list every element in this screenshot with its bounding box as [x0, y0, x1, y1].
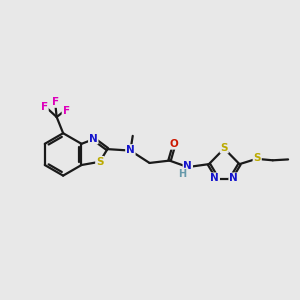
Text: H: H: [178, 169, 187, 178]
Text: S: S: [254, 153, 261, 163]
Text: N: N: [183, 161, 192, 171]
Text: O: O: [169, 139, 178, 149]
Text: S: S: [96, 157, 103, 167]
Text: F: F: [41, 102, 48, 112]
Text: S: S: [220, 142, 228, 153]
Text: N: N: [229, 173, 238, 183]
Text: F: F: [52, 97, 59, 107]
Text: N: N: [89, 134, 98, 143]
Text: F: F: [62, 106, 70, 116]
Text: N: N: [210, 173, 219, 183]
Text: N: N: [126, 145, 135, 155]
